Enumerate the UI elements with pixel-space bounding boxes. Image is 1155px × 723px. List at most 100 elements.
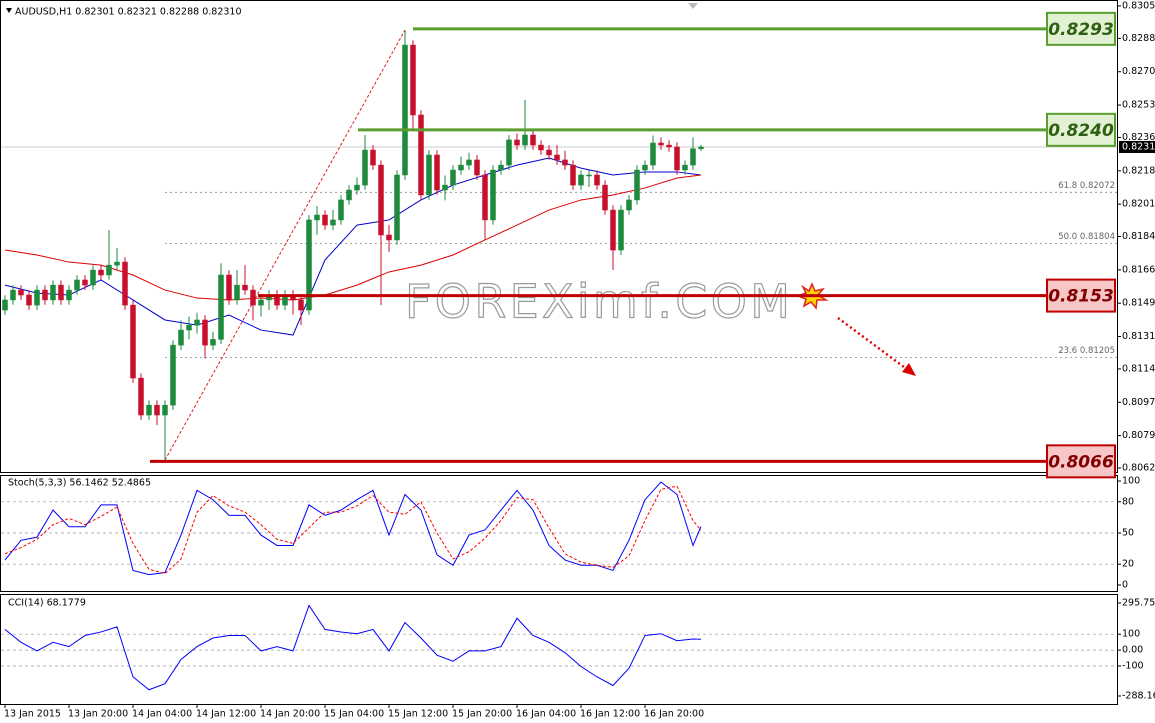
- candle-body: [538, 144, 544, 151]
- candle-body: [498, 164, 504, 171]
- candle-body: [522, 134, 528, 146]
- y-tick-label: 20: [1122, 559, 1134, 570]
- candle-body: [98, 269, 104, 276]
- x-tick-label: 16 Jan 04:00: [516, 709, 576, 720]
- candle-body: [170, 344, 176, 406]
- arrow-head: [902, 363, 916, 376]
- stoch-title: Stoch(5,3,3) 56.1462 52.4865: [8, 478, 151, 489]
- candle-body: [562, 159, 568, 166]
- fib-label: 61.8 0.82072: [1058, 181, 1115, 191]
- candle-body: [338, 199, 344, 221]
- candle-body: [418, 114, 424, 196]
- y-tick-label: 80: [1122, 496, 1134, 507]
- main-panel: [0, 0, 1118, 473]
- x-tick-label: 14 Jan 20:00: [260, 709, 320, 720]
- candle-body: [298, 299, 304, 311]
- candle-body: [258, 299, 264, 306]
- candle-body: [506, 139, 512, 166]
- y-tick-label: -288.165: [1122, 691, 1155, 702]
- candle-body: [226, 274, 232, 301]
- candle-body: [130, 304, 136, 379]
- trend-line: [164, 29, 406, 461]
- candle-body: [154, 404, 160, 416]
- candle-body: [186, 324, 192, 331]
- candle-body: [450, 169, 456, 186]
- candle-body: [210, 339, 216, 346]
- candle-body: [546, 149, 552, 156]
- x-tick-label: 13 Jan 20:00: [68, 709, 128, 720]
- candle-body: [674, 146, 680, 171]
- y-tick-label: 0: [1122, 580, 1128, 591]
- candle-body: [426, 154, 432, 196]
- indicator-line: [4, 481, 702, 576]
- candle-body: [82, 279, 88, 286]
- fib-label: 23.6 0.81205: [1058, 346, 1115, 356]
- candle-body: [58, 284, 64, 301]
- candle-body: [682, 164, 688, 171]
- candle-body: [570, 164, 576, 186]
- shift-marker: [688, 3, 698, 9]
- candle-body: [658, 142, 664, 146]
- candle-body: [634, 169, 640, 201]
- candle-body: [122, 261, 128, 306]
- level-box: [1046, 444, 1116, 479]
- candle-body: [330, 219, 336, 226]
- candle-body: [378, 164, 384, 236]
- y-tick-label: 0.82185: [1122, 165, 1155, 176]
- candle-body: [690, 148, 696, 166]
- candle-body: [202, 319, 208, 346]
- cci-title: CCI(14) 68.1779: [8, 598, 86, 609]
- candle-body: [410, 44, 416, 116]
- candle-body: [514, 139, 520, 146]
- candle-body: [50, 284, 56, 301]
- y-tick-label: 100: [1122, 476, 1140, 487]
- candle-body: [322, 214, 328, 226]
- candle-body: [610, 209, 616, 251]
- indicator-line: [4, 485, 702, 575]
- x-tick-label: 13 Jan 2015: [4, 709, 61, 720]
- candle-body: [106, 264, 112, 276]
- candle-body: [370, 149, 376, 166]
- y-tick-label: 0.82705: [1122, 66, 1155, 77]
- candle-body: [218, 274, 224, 340]
- candle-body: [530, 134, 536, 146]
- candle-body: [442, 184, 448, 191]
- x-tick-label: 16 Jan 20:00: [644, 709, 704, 720]
- level-label: 0.8153: [1048, 287, 1114, 307]
- candle-body: [642, 164, 648, 171]
- candle-body: [66, 289, 72, 301]
- candle-body: [138, 377, 144, 416]
- y-tick-label: 50: [1122, 528, 1134, 539]
- candle-body: [578, 174, 584, 186]
- level-box: [1046, 11, 1116, 46]
- x-tick-label: 14 Jan 12:00: [196, 709, 256, 720]
- x-tick-label: 16 Jan 12:00: [580, 709, 640, 720]
- candle-body: [146, 404, 152, 416]
- candle-body: [698, 146, 704, 149]
- x-tick-label: 14 Jan 04:00: [132, 709, 192, 720]
- x-tick-label: 15 Jan 04:00: [324, 709, 384, 720]
- candle-body: [650, 142, 656, 166]
- candle-body: [242, 284, 248, 291]
- y-tick-label: 0.00: [1122, 645, 1143, 656]
- indicator-line: [4, 604, 702, 691]
- y-tick-label: -100: [1122, 661, 1144, 672]
- level-label: 0.8240: [1048, 121, 1114, 141]
- candle-body: [394, 174, 400, 241]
- candle-body: [90, 269, 96, 286]
- candle-body: [594, 174, 600, 186]
- menu-triangle: [6, 8, 12, 13]
- candle-body: [2, 299, 8, 311]
- candle-body: [114, 261, 120, 266]
- candle-body: [490, 169, 496, 221]
- x-tick-label: 15 Jan 12:00: [388, 709, 448, 720]
- candle-body: [482, 174, 488, 221]
- cci-panel: [0, 594, 1118, 705]
- candle-body: [74, 279, 80, 291]
